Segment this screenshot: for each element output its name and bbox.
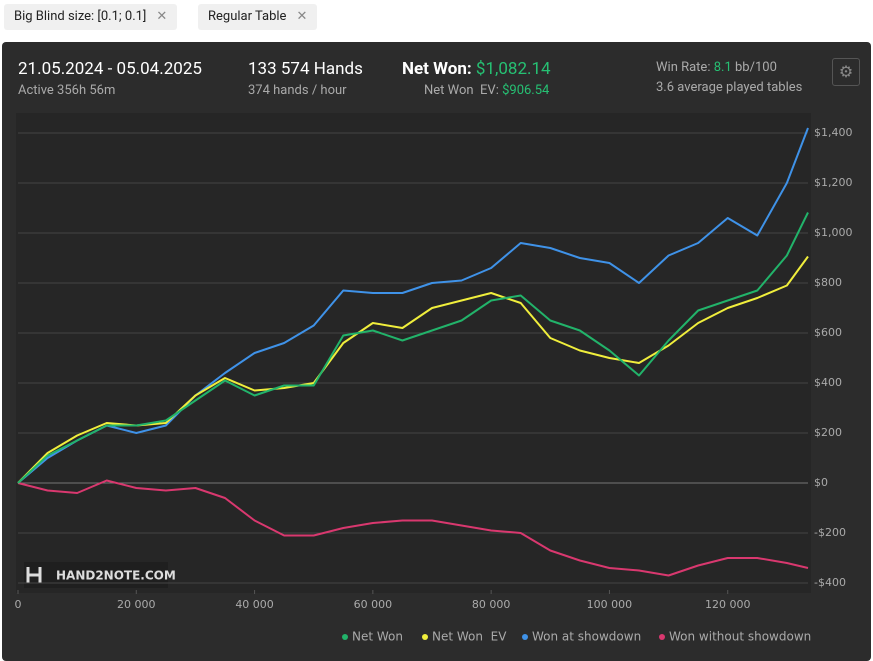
period: 21.05.2024 - 05.04.2025 [18, 59, 202, 79]
x-tick-label: 80 000 [472, 598, 511, 611]
y-tick-label: $1,400 [814, 126, 853, 139]
legend-dot [522, 634, 528, 640]
filter-chip[interactable]: Big Blind size: [0.1; 0.1] ✕ [4, 4, 178, 30]
label: Net Won: [402, 59, 472, 79]
win-rate: Win Rate: 8.1 bb/100 [656, 60, 777, 75]
label: Net Won EV: [424, 83, 499, 98]
y-tick-label: $800 [814, 276, 842, 289]
tables: 3.6 average played tables [656, 80, 803, 95]
x-tick-label: 0 [15, 598, 22, 611]
legend-label: Net Won EV [432, 630, 507, 644]
logo-icon [26, 567, 42, 583]
legend-dot [659, 634, 665, 640]
y-tick-label: -$200 [814, 526, 846, 539]
label: Win Rate: [656, 60, 711, 75]
legend-dot [422, 634, 428, 640]
y-tick-label: $200 [814, 426, 842, 439]
filter-label: Big Blind size: [0.1; 0.1] [14, 9, 147, 24]
net-won-ev: Net Won EV: $906.54 [424, 83, 549, 98]
x-tick-label: 40 000 [235, 598, 274, 611]
watermark: HAND2NOTE.COM [56, 569, 176, 583]
value: 8.1 [713, 60, 732, 75]
legend-label: Won at showdown [532, 630, 641, 644]
active: Active 356h 56m [18, 83, 116, 98]
x-tick-label: 60 000 [354, 598, 393, 611]
settings-button[interactable]: ⚙ [832, 58, 860, 86]
plot-bg [16, 113, 811, 593]
legend-label: Net Won [352, 630, 403, 644]
y-tick-label: $400 [814, 376, 842, 389]
value: $1,082.14 [475, 59, 551, 79]
value: $906.54 [502, 83, 550, 98]
y-tick-label: $0 [814, 476, 828, 489]
series-line [17, 212, 809, 484]
close-icon[interactable]: ✕ [156, 9, 168, 24]
filter-chip[interactable]: Regular Table ✕ [198, 4, 318, 30]
y-tick-label: $600 [814, 326, 842, 339]
y-tick-label: -$400 [814, 576, 846, 589]
logo-box [24, 562, 168, 588]
y-tick-label: $1,200 [814, 176, 853, 189]
series-line [17, 127, 809, 484]
legend-label: Won without showdown [669, 630, 811, 644]
hands-per-hour: 374 hands / hour [248, 83, 347, 98]
unit: bb/100 [735, 60, 777, 75]
x-tick-label: 120 000 [705, 598, 751, 611]
y-tick-label: $1,000 [814, 226, 853, 239]
filter-label: Regular Table [208, 9, 287, 24]
legend-dot [342, 634, 348, 640]
hands: 133 574 Hands [248, 59, 363, 79]
close-icon[interactable]: ✕ [296, 9, 308, 24]
x-tick-label: 100 000 [587, 598, 633, 611]
x-tick-label: 20 000 [117, 598, 156, 611]
net-won: Net Won: $1,082.14 [402, 59, 551, 79]
series-line [17, 479, 809, 577]
series-line [17, 255, 809, 484]
